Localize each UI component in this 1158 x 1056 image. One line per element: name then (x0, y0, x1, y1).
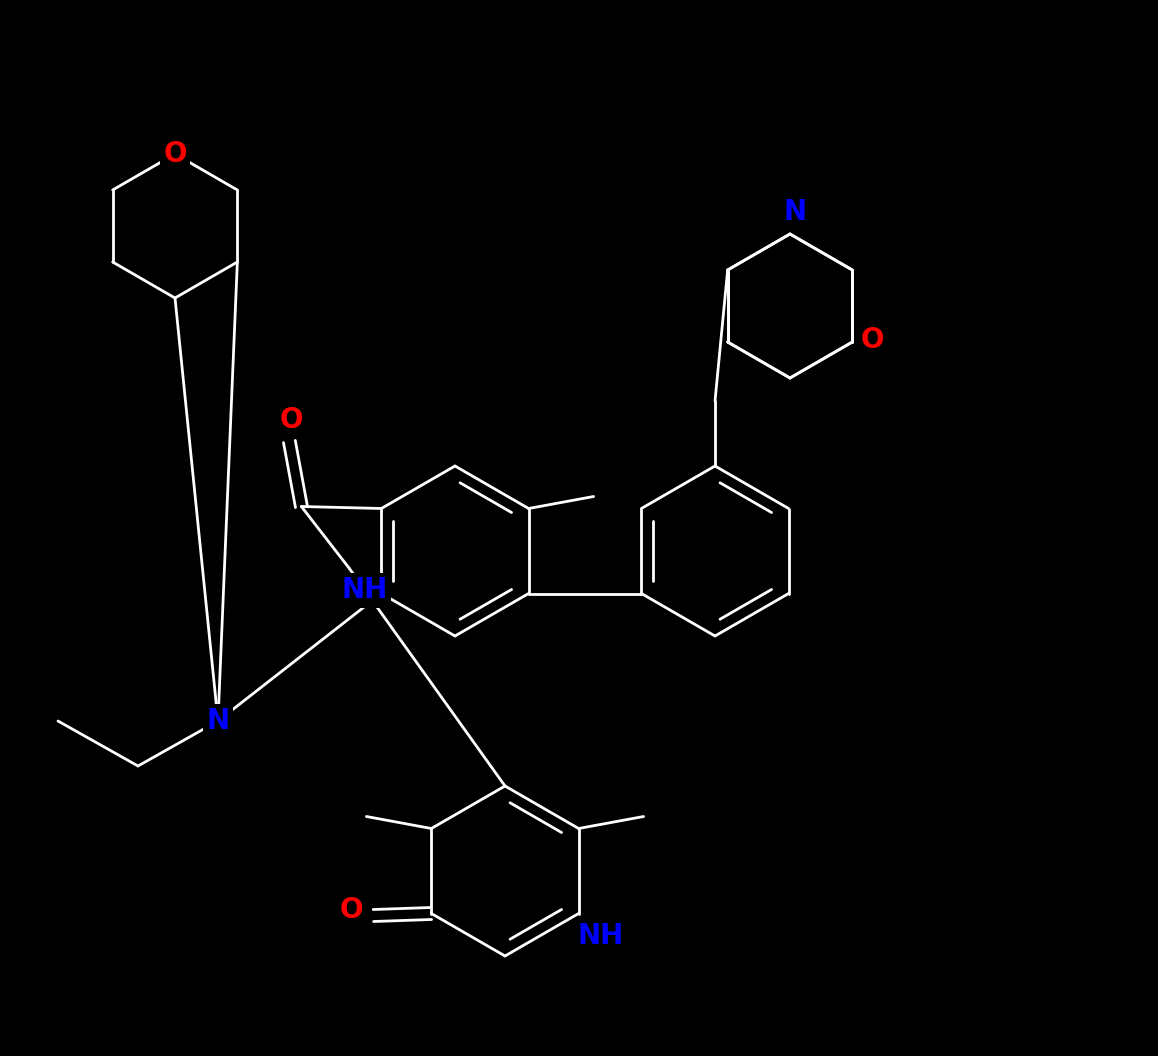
Text: O: O (163, 140, 186, 168)
Text: NH: NH (342, 577, 388, 604)
Text: N: N (784, 197, 807, 226)
Text: NH: NH (578, 922, 624, 949)
Text: O: O (279, 406, 303, 434)
Text: O: O (860, 326, 884, 354)
Text: O: O (339, 897, 364, 924)
Text: N: N (206, 708, 229, 735)
